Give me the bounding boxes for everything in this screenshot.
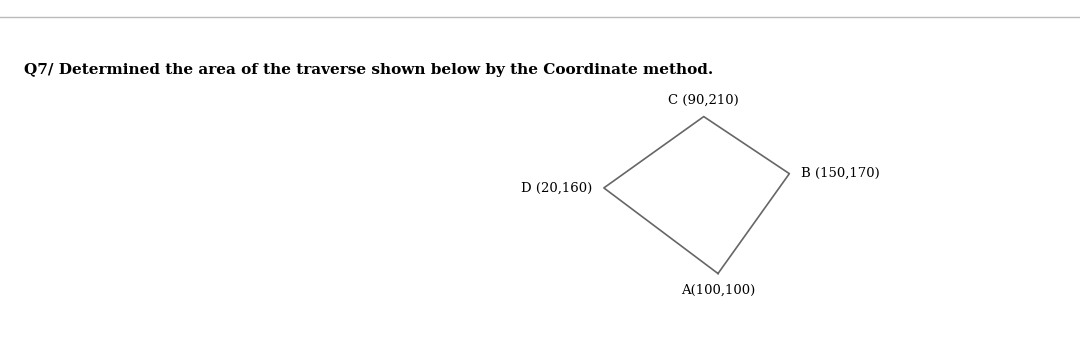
Text: B (150,170): B (150,170) [800, 167, 879, 180]
Text: A(100,100): A(100,100) [680, 284, 755, 296]
Text: C (90,210): C (90,210) [669, 94, 739, 106]
Text: D (20,160): D (20,160) [522, 181, 593, 195]
Text: Q7/ Determined the area of the traverse shown below by the Coordinate method.: Q7/ Determined the area of the traverse … [24, 63, 713, 77]
